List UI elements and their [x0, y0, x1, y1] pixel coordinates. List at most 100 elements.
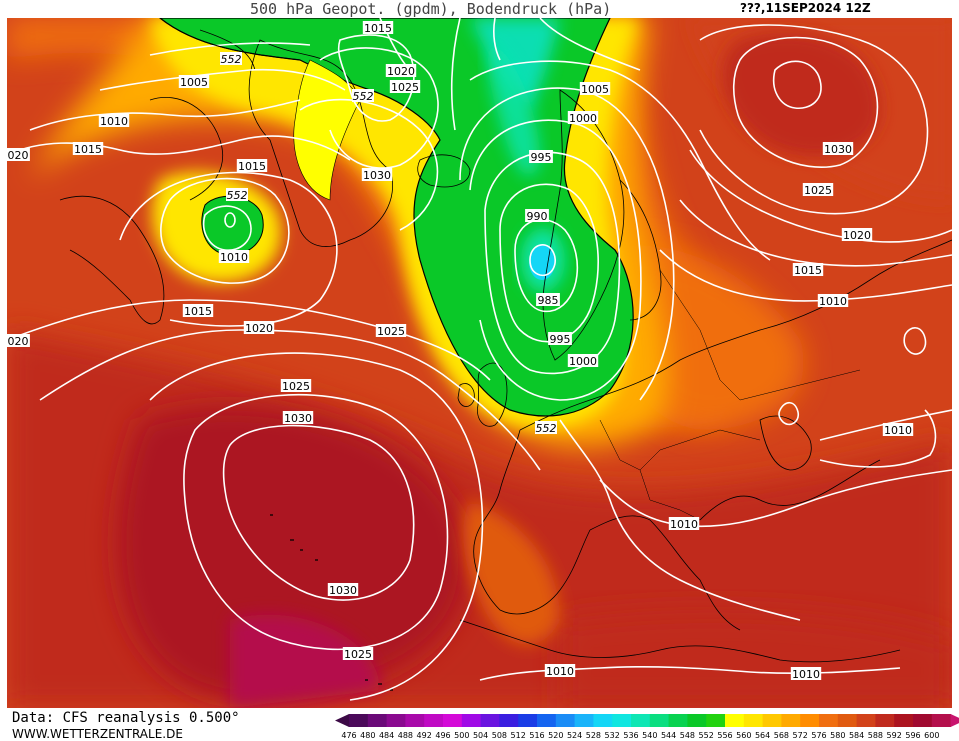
isobar-label: 1020	[243, 321, 275, 335]
svg-text:1015: 1015	[794, 264, 822, 277]
legend-swatch	[706, 714, 726, 727]
svg-text:552: 552	[221, 53, 242, 66]
svg-text:1015: 1015	[74, 143, 102, 156]
legend-swatch	[593, 714, 613, 727]
isobar-label: 995	[548, 332, 572, 346]
legend-tick: 512	[511, 731, 526, 740]
coastlines	[59, 29, 952, 691]
svg-text:1030: 1030	[824, 143, 852, 156]
isobar-labels-layer: 1015 1020 1025 1005 1010 1015 020 1015 1030 1010 1…	[7, 21, 914, 681]
svg-text:1000: 1000	[569, 112, 597, 125]
legend-tick: 524	[567, 731, 582, 740]
legend-tick: 508	[492, 731, 507, 740]
legend-swatch	[913, 714, 933, 727]
isobar-label: 1005	[178, 75, 210, 89]
svg-text:1005: 1005	[180, 76, 208, 89]
isobar-label: 1015	[792, 263, 824, 277]
isobar-label: 1010	[218, 250, 250, 264]
legend-swatch	[668, 714, 688, 727]
legend-swatch	[856, 714, 876, 727]
legend-tick: 516	[529, 731, 544, 740]
isobar-label: 1030	[822, 142, 854, 156]
legend-tick: 488	[398, 731, 413, 740]
isobar-label: 1025	[389, 80, 421, 94]
svg-text:1005: 1005	[581, 83, 609, 96]
isobar-label: 1015	[72, 142, 104, 156]
legend-tick: 552	[699, 731, 714, 740]
legend-tick: 504	[473, 731, 488, 740]
isobar-label: 1015	[182, 304, 214, 318]
svg-text:020: 020	[8, 149, 29, 162]
geopotential-trough	[159, 18, 634, 417]
legend-swatch	[743, 714, 764, 727]
svg-text:1025: 1025	[344, 648, 372, 661]
legend-tick: 572	[793, 731, 808, 740]
legend-swatch	[762, 714, 782, 727]
legend-tick: 548	[680, 731, 695, 740]
legend-tick: 588	[868, 731, 883, 740]
legend-swatch	[518, 714, 538, 727]
weather-map[interactable]: 1015 1020 1025 1005 1010 1015 020 1015 1030 1010 1…	[7, 18, 952, 708]
isobar-label: 1020	[841, 228, 873, 242]
legend-tick: 556	[717, 731, 732, 740]
svg-text:1010: 1010	[220, 251, 248, 264]
svg-text:1015: 1015	[238, 160, 266, 173]
svg-text:995: 995	[550, 333, 571, 346]
svg-text:1010: 1010	[884, 424, 912, 437]
color-legend: 476 480 484 488 492 496 500 504 508 512 516 520 524 5…	[335, 714, 959, 740]
legend-swatch	[800, 714, 820, 727]
isobar-label: 1015	[236, 159, 268, 173]
data-source: Data: CFS reanalysis 0.500°	[12, 710, 240, 726]
svg-text:1010: 1010	[819, 295, 847, 308]
svg-text:1015: 1015	[364, 22, 392, 35]
legend-tick: 520	[548, 731, 563, 740]
isobar-label: 1005	[579, 82, 611, 96]
svg-text:1000: 1000	[569, 355, 597, 368]
isobar-label: 1010	[882, 423, 914, 437]
isobar-label: 1010	[668, 517, 700, 531]
legend-swatch	[461, 714, 482, 727]
isobar-label: 1025	[342, 647, 374, 661]
svg-text:1030: 1030	[329, 584, 357, 597]
isobar-label: 1025	[280, 379, 312, 393]
isobar-label: 1000	[567, 354, 599, 368]
isobar-label: 1020	[385, 64, 417, 78]
svg-text:1010: 1010	[546, 665, 574, 678]
legend-tick: 496	[435, 731, 450, 740]
legend-swatch	[781, 714, 801, 727]
legend-tick: 544	[661, 731, 676, 740]
svg-text:1020: 1020	[387, 65, 415, 78]
geopotential-label: 552	[226, 188, 248, 202]
geopotential-label: 552	[220, 52, 242, 66]
geopotential-label: 552	[535, 421, 557, 435]
svg-text:985: 985	[538, 294, 559, 307]
isobar-label: 1030	[327, 583, 359, 597]
footer: Data: CFS reanalysis 0.500° WWW.WETTERZE…	[0, 708, 959, 741]
svg-text:1010: 1010	[792, 668, 820, 681]
legend-swatch	[631, 714, 651, 727]
isobar-label: 1010	[817, 294, 849, 308]
legend-tick: 600	[924, 731, 939, 740]
legend-tick: 568	[774, 731, 789, 740]
legend-arrow-right	[950, 714, 959, 727]
isobar-label: 985	[536, 293, 560, 307]
legend-arrow-left	[335, 714, 349, 727]
legend-swatch	[687, 714, 707, 727]
legend-tick: 500	[454, 731, 469, 740]
svg-text:1010: 1010	[100, 115, 128, 128]
legend-tick: 576	[811, 731, 826, 740]
legend-swatch	[349, 714, 369, 727]
isobar-label: 1025	[802, 183, 834, 197]
legend-swatch	[649, 714, 670, 727]
legend-swatch	[819, 714, 839, 727]
legend-swatch	[424, 714, 444, 727]
svg-text:1020: 1020	[843, 229, 871, 242]
svg-text:995: 995	[531, 151, 552, 164]
isobars	[7, 18, 952, 701]
legend-tick: 480	[360, 731, 375, 740]
svg-text:1030: 1030	[284, 412, 312, 425]
legend-swatch	[405, 714, 425, 727]
legend-tick: 564	[755, 731, 770, 740]
isobar-label: 995	[529, 150, 553, 164]
legend-tick: 484	[379, 731, 394, 740]
